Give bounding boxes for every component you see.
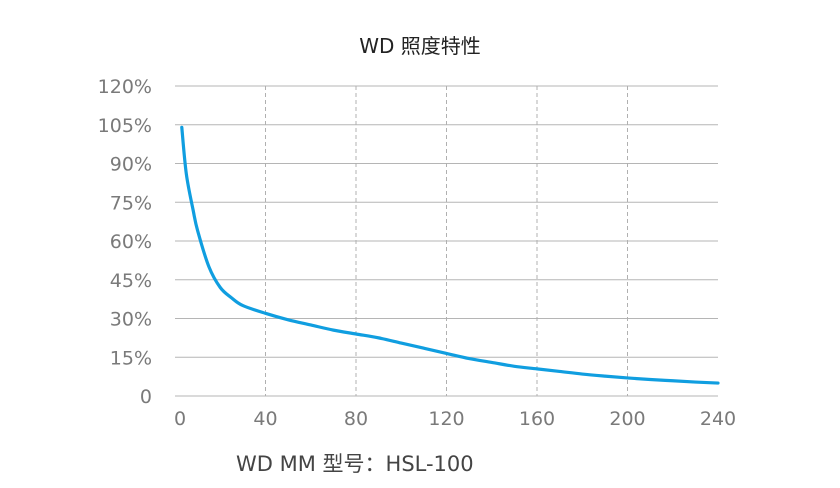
data-point (626, 376, 629, 380)
data-point (716, 381, 720, 385)
x-tick-label: 160 (519, 408, 555, 430)
vertical-gridlines (265, 86, 628, 396)
y-tick-label: 45% (110, 270, 152, 292)
x-tick-label: 200 (609, 408, 645, 430)
y-tick-label: 105% (98, 115, 152, 137)
x-tick-label: 240 (700, 408, 736, 430)
data-point (581, 372, 584, 376)
data-point (558, 370, 561, 373)
data-point (230, 296, 233, 300)
series-line (180, 125, 720, 385)
x-tick-label: 80 (344, 408, 368, 430)
data-point (648, 378, 652, 381)
data-point (377, 336, 380, 340)
data-point (467, 357, 471, 360)
data-point (603, 374, 607, 378)
data-point (180, 126, 183, 129)
data-point (422, 347, 426, 350)
data-point (241, 304, 245, 307)
data-point (694, 380, 697, 384)
y-tick-label: 15% (110, 347, 152, 369)
data-point (535, 367, 539, 371)
x-tick-label: 120 (428, 408, 464, 430)
chart-title: WD 照度特性 (359, 34, 481, 58)
data-point (309, 323, 312, 327)
data-point (354, 332, 358, 336)
x-tick-label: 40 (253, 408, 277, 430)
y-tick-label: 120% (98, 76, 152, 98)
x-axis-tick-labels: 0 40 80 120 160 200 240 (174, 408, 736, 430)
data-point (671, 379, 674, 382)
y-tick-label: 0 (140, 386, 152, 408)
data-point (400, 341, 403, 345)
data-point (207, 265, 211, 269)
data-point (332, 328, 335, 332)
data-point (196, 229, 199, 232)
x-tick-label: 0 (174, 408, 186, 430)
data-point (445, 352, 448, 355)
data-point (513, 365, 516, 368)
data-point (264, 312, 267, 315)
y-axis-tick-labels: 0 15% 30% 45% 60% 75% 90% 105% 120% (98, 76, 152, 408)
data-point (286, 318, 290, 321)
y-tick-label: 75% (110, 192, 152, 214)
data-point (185, 172, 188, 176)
data-point (490, 361, 493, 364)
y-tick-label: 90% (110, 154, 152, 176)
series-layer (180, 125, 720, 385)
y-tick-label: 30% (110, 309, 152, 331)
chart-caption: WD MM 型号：HSL-100 (236, 452, 474, 476)
y-tick-label: 60% (110, 231, 152, 253)
data-point (191, 208, 195, 212)
data-point (219, 286, 222, 289)
